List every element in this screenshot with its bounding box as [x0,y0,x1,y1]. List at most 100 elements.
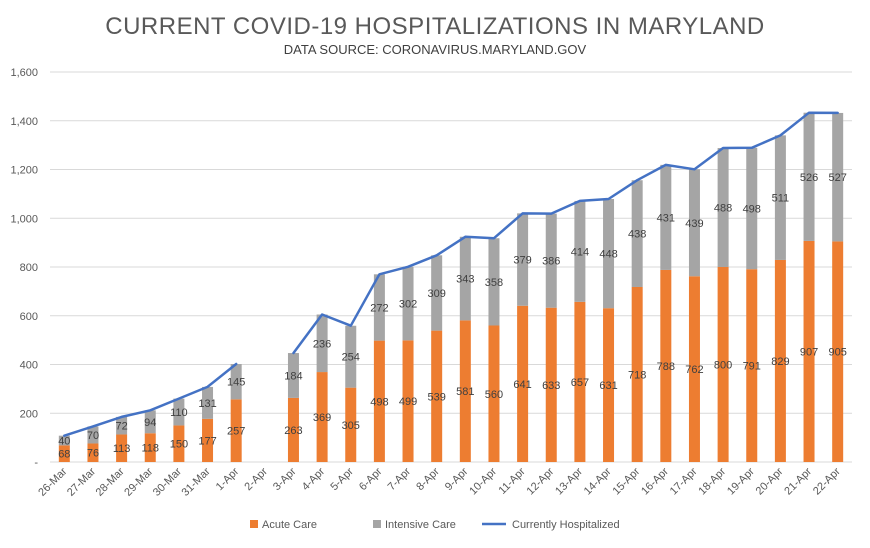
x-tick-label: 6-Apr [357,465,385,493]
x-tick-label: 15-Apr [610,465,642,497]
x-tick-label: 2-Apr [242,465,270,493]
data-label-acute-care: 633 [542,380,560,392]
data-label-acute-care: 718 [628,369,646,381]
bar-intensive-care [345,325,357,388]
y-tick-label: 1,600 [10,67,38,79]
x-tick-label: 8-Apr [414,465,442,493]
data-label-intensive-care: 448 [599,249,617,261]
data-label-acute-care: 263 [284,425,302,437]
bar-acute-care [287,397,299,462]
bar-intensive-care [316,314,328,373]
line-series [63,111,839,437]
bar-acute-care [631,286,643,462]
x-tick-label: 31-Mar [180,465,213,498]
x-tick-label: 29-Mar [122,465,155,498]
data-label-acute-care: 499 [399,396,417,408]
bar-intensive-care [660,164,672,270]
bar-intensive-care [832,112,844,242]
x-tick-label: 14-Apr [582,465,614,497]
data-label-acute-care: 581 [456,386,474,398]
x-tick-label: 18-Apr [696,465,728,497]
bar-intensive-care [574,200,586,302]
data-label-intensive-care: 40 [58,436,70,448]
data-label-intensive-care: 527 [828,172,846,184]
data-label-acute-care: 118 [141,443,159,455]
data-label-intensive-care: 358 [485,277,503,289]
x-tick-label: 28-Mar [94,465,127,498]
data-label-intensive-care: 439 [685,218,703,230]
data-label-intensive-care: 236 [313,338,331,350]
bar-intensive-care [517,213,529,306]
bar-intensive-care [202,386,214,419]
x-tick-label: 20-Apr [754,465,786,497]
bar-acute-care [574,301,586,462]
x-tick-label: 7-Apr [386,465,414,493]
bar-intensive-care [545,213,557,308]
data-label-acute-care: 657 [571,377,589,389]
data-label-intensive-care: 131 [198,398,216,410]
data-label-acute-care: 498 [370,396,388,408]
data-label-acute-care: 257 [227,426,245,438]
bars [58,112,844,462]
x-tick-label: 21-Apr [782,465,814,497]
bar-acute-care [660,269,672,462]
bar-intensive-care [459,236,471,321]
bar-acute-care [832,241,844,462]
data-label-acute-care: 788 [657,361,675,373]
legend-label: Currently Hospitalized [512,519,620,531]
data-label-intensive-care: 343 [456,274,474,286]
bar-intensive-care [230,364,242,400]
data-label-acute-care: 560 [485,389,503,401]
bar-acute-care [488,325,500,462]
bar-acute-care [774,259,786,462]
y-tick-label: 1,200 [10,165,38,177]
line-currently-hospitalized [292,111,839,355]
data-label-acute-care: 641 [513,379,531,391]
legend: Acute Care Intensive Care Currently Hospit… [250,519,620,531]
data-label-acute-care: 305 [342,420,360,432]
bar-intensive-care [803,112,815,241]
data-label-intensive-care: 254 [342,352,360,364]
data-label-intensive-care: 438 [628,229,646,241]
x-tick-label: 27-Mar [65,465,98,498]
bar-intensive-care [603,198,615,309]
bar-intensive-care [431,255,443,331]
bar-acute-care [688,276,700,462]
data-label-intensive-care: 386 [542,256,560,268]
x-tick-label: 26-Mar [36,465,69,498]
legend-label: Intensive Care [385,519,456,531]
data-label-acute-care: 791 [743,361,761,373]
bar-acute-care [803,240,815,462]
data-label-acute-care: 800 [714,360,732,372]
bar-intensive-care [746,147,758,270]
bar-acute-care [116,434,128,462]
x-tick-label: 22-Apr [811,465,843,497]
bar-intensive-care [488,238,500,326]
data-label-intensive-care: 498 [743,204,761,216]
x-tick-label: 12-Apr [525,465,557,497]
bar-acute-care [746,269,758,462]
data-label-acute-care: 76 [87,448,99,460]
bar-intensive-care [58,435,70,446]
bar-intensive-care [402,266,414,341]
bar-acute-care [144,433,156,462]
legend-swatch [250,520,258,528]
data-label-acute-care: 113 [113,443,131,455]
y-tick-label: - [34,457,38,469]
data-label-acute-care: 369 [313,412,331,424]
y-tick-label: 200 [20,408,38,420]
legend-label: Acute Care [262,519,317,531]
legend-swatch [373,520,381,528]
bar-intensive-care [173,398,185,426]
line-currently-hospitalized [63,362,238,437]
x-tick-label: 3-Apr [271,465,299,493]
bar-acute-care [545,307,557,462]
x-tick-label: 10-Apr [467,465,499,497]
data-label-acute-care: 539 [427,391,445,403]
data-label-acute-care: 829 [771,356,789,368]
data-label-intensive-care: 72 [115,421,127,433]
data-label-intensive-care: 511 [772,193,790,205]
y-axis-ticks: - 200 400 600 800 1,000 1,200 1,400 1,600 [10,67,38,469]
bar-acute-care [58,445,70,462]
